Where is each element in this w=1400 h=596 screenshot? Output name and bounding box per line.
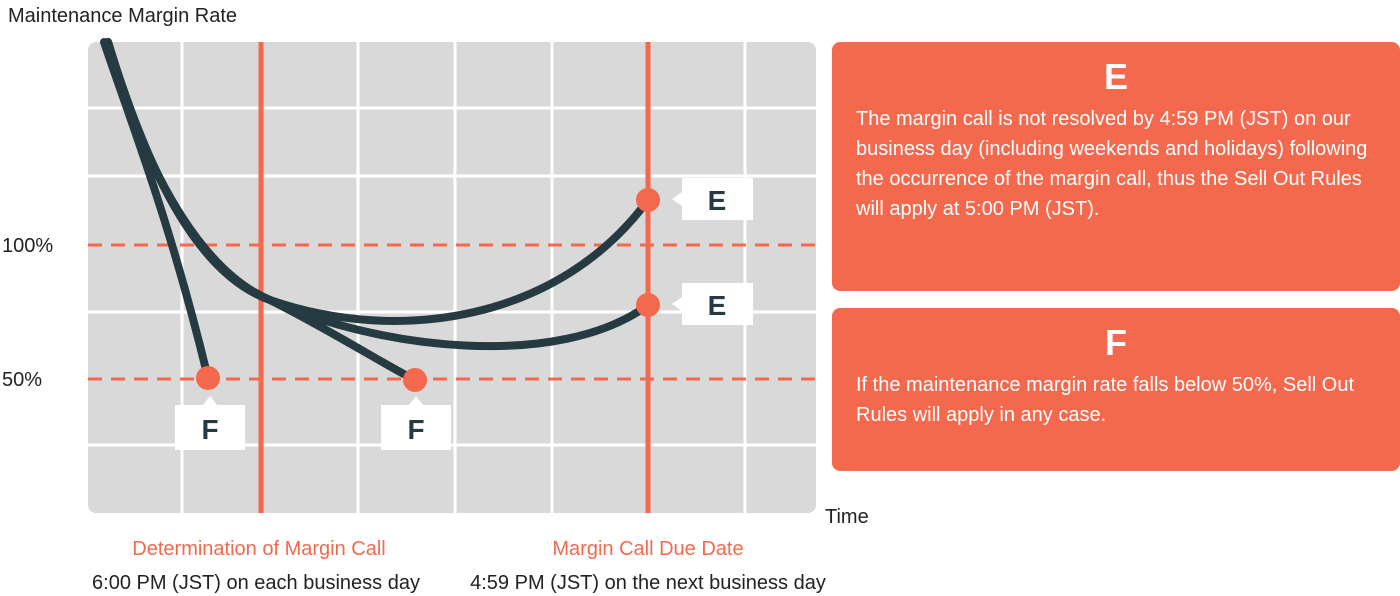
note-text: If the maintenance margin rate falls bel… (856, 374, 1355, 426)
event-title: Margin Call Due Date (552, 538, 743, 560)
curves (100, 38, 652, 384)
points (196, 188, 660, 392)
marker-label: F (201, 414, 218, 445)
event-lines (258, 42, 651, 513)
note-title: E (1103, 56, 1128, 97)
note-text: The margin call is not resolved by 4:59 … (856, 108, 1368, 220)
plot-area (88, 42, 816, 513)
note-title: F (1105, 322, 1127, 363)
event-subtitle: 6:00 PM (JST) on each business day (92, 572, 420, 594)
level-label: 50% (2, 369, 42, 391)
level-label: 100% (2, 235, 53, 257)
marker-label: F (407, 414, 424, 445)
event-subtitle: 4:59 PM (JST) on the next business day (470, 572, 826, 594)
marker-label: E (708, 290, 727, 321)
x-axis-label: Time (825, 506, 869, 528)
note-box: E The margin call is not resolved by 4:5… (832, 42, 1400, 291)
y-axis-label: Maintenance Margin Rate (8, 5, 237, 27)
note-box: F If the maintenance margin rate falls b… (832, 308, 1400, 471)
marker-boxes (175, 178, 753, 450)
event-title: Determination of Margin Call (132, 538, 385, 560)
marker-label: E (708, 185, 727, 216)
